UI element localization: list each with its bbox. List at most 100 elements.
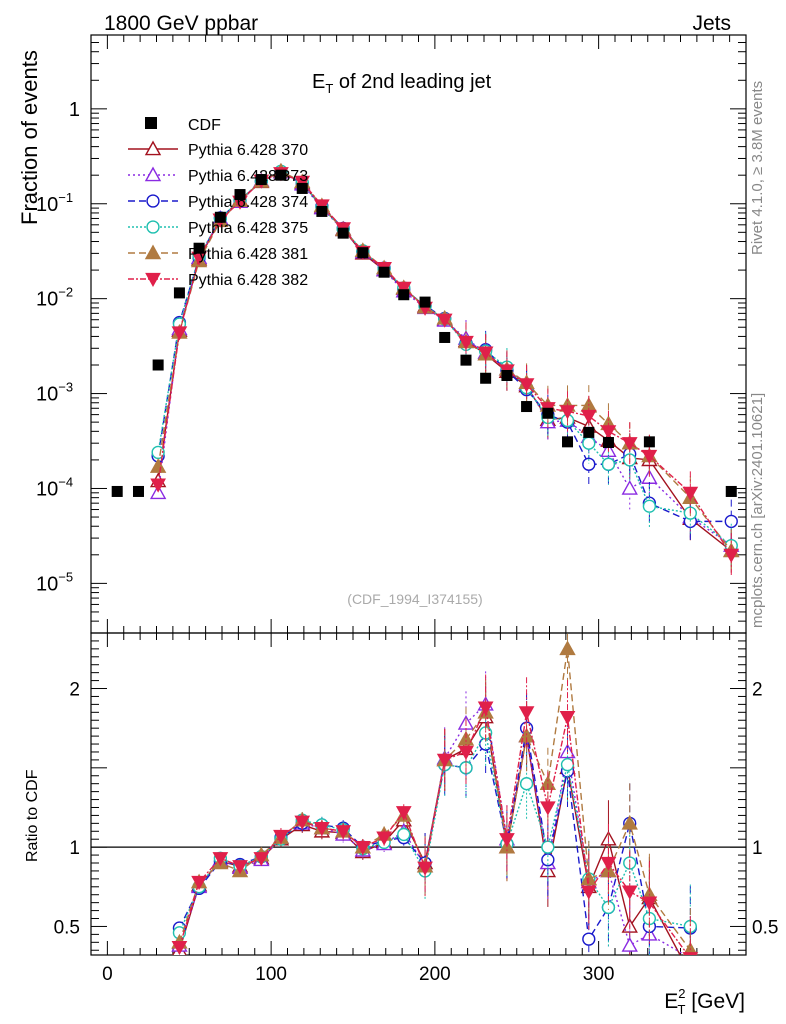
header-left: 1800 GeV ppbar: [104, 12, 258, 35]
y-tick-label: 10−2: [36, 285, 73, 311]
ratio-point: [518, 706, 535, 721]
data-point: [214, 211, 226, 223]
series-point: [582, 457, 596, 471]
series-point: [171, 326, 188, 341]
ratio-point: [683, 967, 697, 980]
ratio-point: [294, 815, 311, 830]
data-point: [725, 485, 737, 497]
ratio-tick-label-left: 0.5: [54, 917, 80, 938]
ratio-line: [178, 705, 689, 955]
ratio-point: [417, 861, 433, 876]
ratio-point: [560, 758, 575, 772]
x-tick-label: 300: [583, 964, 615, 985]
ratio-point: [641, 896, 658, 911]
legend-marker: [146, 194, 160, 208]
data-point: [193, 242, 205, 254]
ratio-point: [314, 822, 330, 837]
ratio-point: [682, 952, 699, 955]
ratio-point: [621, 814, 638, 830]
ratio-point: [477, 701, 494, 716]
series-point: [294, 175, 311, 190]
ratio-point: [253, 852, 270, 867]
data-point: [234, 189, 246, 201]
ratio-axis-label: Ratio to CDF: [24, 769, 41, 862]
ratio-point: [600, 856, 617, 872]
series-point: [621, 437, 638, 452]
legend-marker: [145, 272, 161, 288]
ratio-point: [397, 827, 411, 842]
series-point: [682, 486, 699, 501]
x-tick-label: 0: [102, 964, 113, 985]
legend-marker: [144, 166, 162, 182]
ratio-point: [540, 801, 556, 816]
series-point: [642, 499, 657, 513]
series-point: [724, 514, 738, 529]
series-point: [395, 281, 412, 296]
series-point: [458, 335, 474, 350]
data-point: [439, 331, 451, 343]
y-tick-label: 10−1: [36, 190, 73, 216]
data-point: [357, 247, 369, 259]
y-tick-label: 10−5: [36, 569, 73, 595]
side-label-rivet: Rivet 4.1.0, ≥ 3.8M events: [749, 81, 766, 255]
ratio-point: [191, 875, 207, 891]
series-point: [723, 548, 740, 563]
x-tick-label: 200: [419, 964, 451, 985]
ratio-tick-label-left: 1: [69, 838, 80, 859]
series-point: [559, 405, 576, 420]
series-point: [582, 436, 596, 450]
data-point: [296, 182, 308, 194]
series-point: [621, 480, 638, 495]
main-plot-area: [111, 162, 740, 577]
ratio-point: [499, 833, 515, 848]
ratio-point: [273, 829, 289, 845]
ratio-point: [436, 753, 453, 768]
legend-cdf-label: CDF: [188, 117, 221, 134]
legend-label: Pythia 6.428 382: [188, 272, 308, 289]
legend-label: Pythia 6.428 375: [188, 220, 308, 237]
series-point: [601, 457, 616, 471]
data-point: [111, 485, 123, 497]
data-point: [275, 169, 287, 181]
legend-marker: [144, 244, 162, 260]
series-point: [600, 425, 617, 440]
ratio-point: [541, 840, 555, 854]
data-point: [173, 287, 185, 299]
side-label-mcplots: mcplots.cern.ch [arXiv:2401.10621]: [749, 393, 766, 628]
data-point: [398, 289, 410, 301]
data-point: [480, 372, 492, 384]
ratio-tick-label-right: 2: [752, 680, 763, 701]
series-point: [641, 449, 658, 465]
legend-cdf-marker: [145, 117, 157, 129]
series-point: [477, 346, 494, 361]
series-point: [150, 478, 166, 493]
ratio-point: [621, 885, 638, 900]
data-point: [460, 354, 472, 366]
ratio-tick-label-right: 1: [752, 838, 763, 859]
series-point: [580, 409, 597, 425]
ratio-point: [232, 860, 248, 875]
ratio-point: [395, 806, 412, 821]
data-point: [562, 436, 574, 448]
plot-title: ET of 2nd leading jet: [312, 71, 492, 96]
data-point: [501, 370, 513, 382]
series-point: [518, 378, 535, 393]
ratio-line: [178, 730, 691, 934]
y-tick-label: 10−4: [36, 474, 73, 500]
analysis-label: (CDF_1994_I374155): [347, 591, 482, 607]
data-point: [602, 437, 614, 449]
ratio-line: [178, 702, 687, 955]
data-point: [419, 296, 431, 308]
data-point: [152, 359, 164, 371]
data-point: [542, 407, 554, 419]
legend-label: Pythia 6.428 374: [188, 194, 308, 211]
ratio-point: [458, 745, 474, 760]
legend-label: Pythia 6.428 381: [188, 246, 308, 263]
data-point: [316, 205, 328, 217]
ratio-point: [519, 777, 534, 791]
ratio-point: [580, 885, 597, 900]
ratio-tick-label-left: 2: [69, 680, 80, 701]
ratio-point: [212, 852, 229, 867]
data-point: [132, 485, 144, 497]
data-point: [337, 227, 349, 239]
